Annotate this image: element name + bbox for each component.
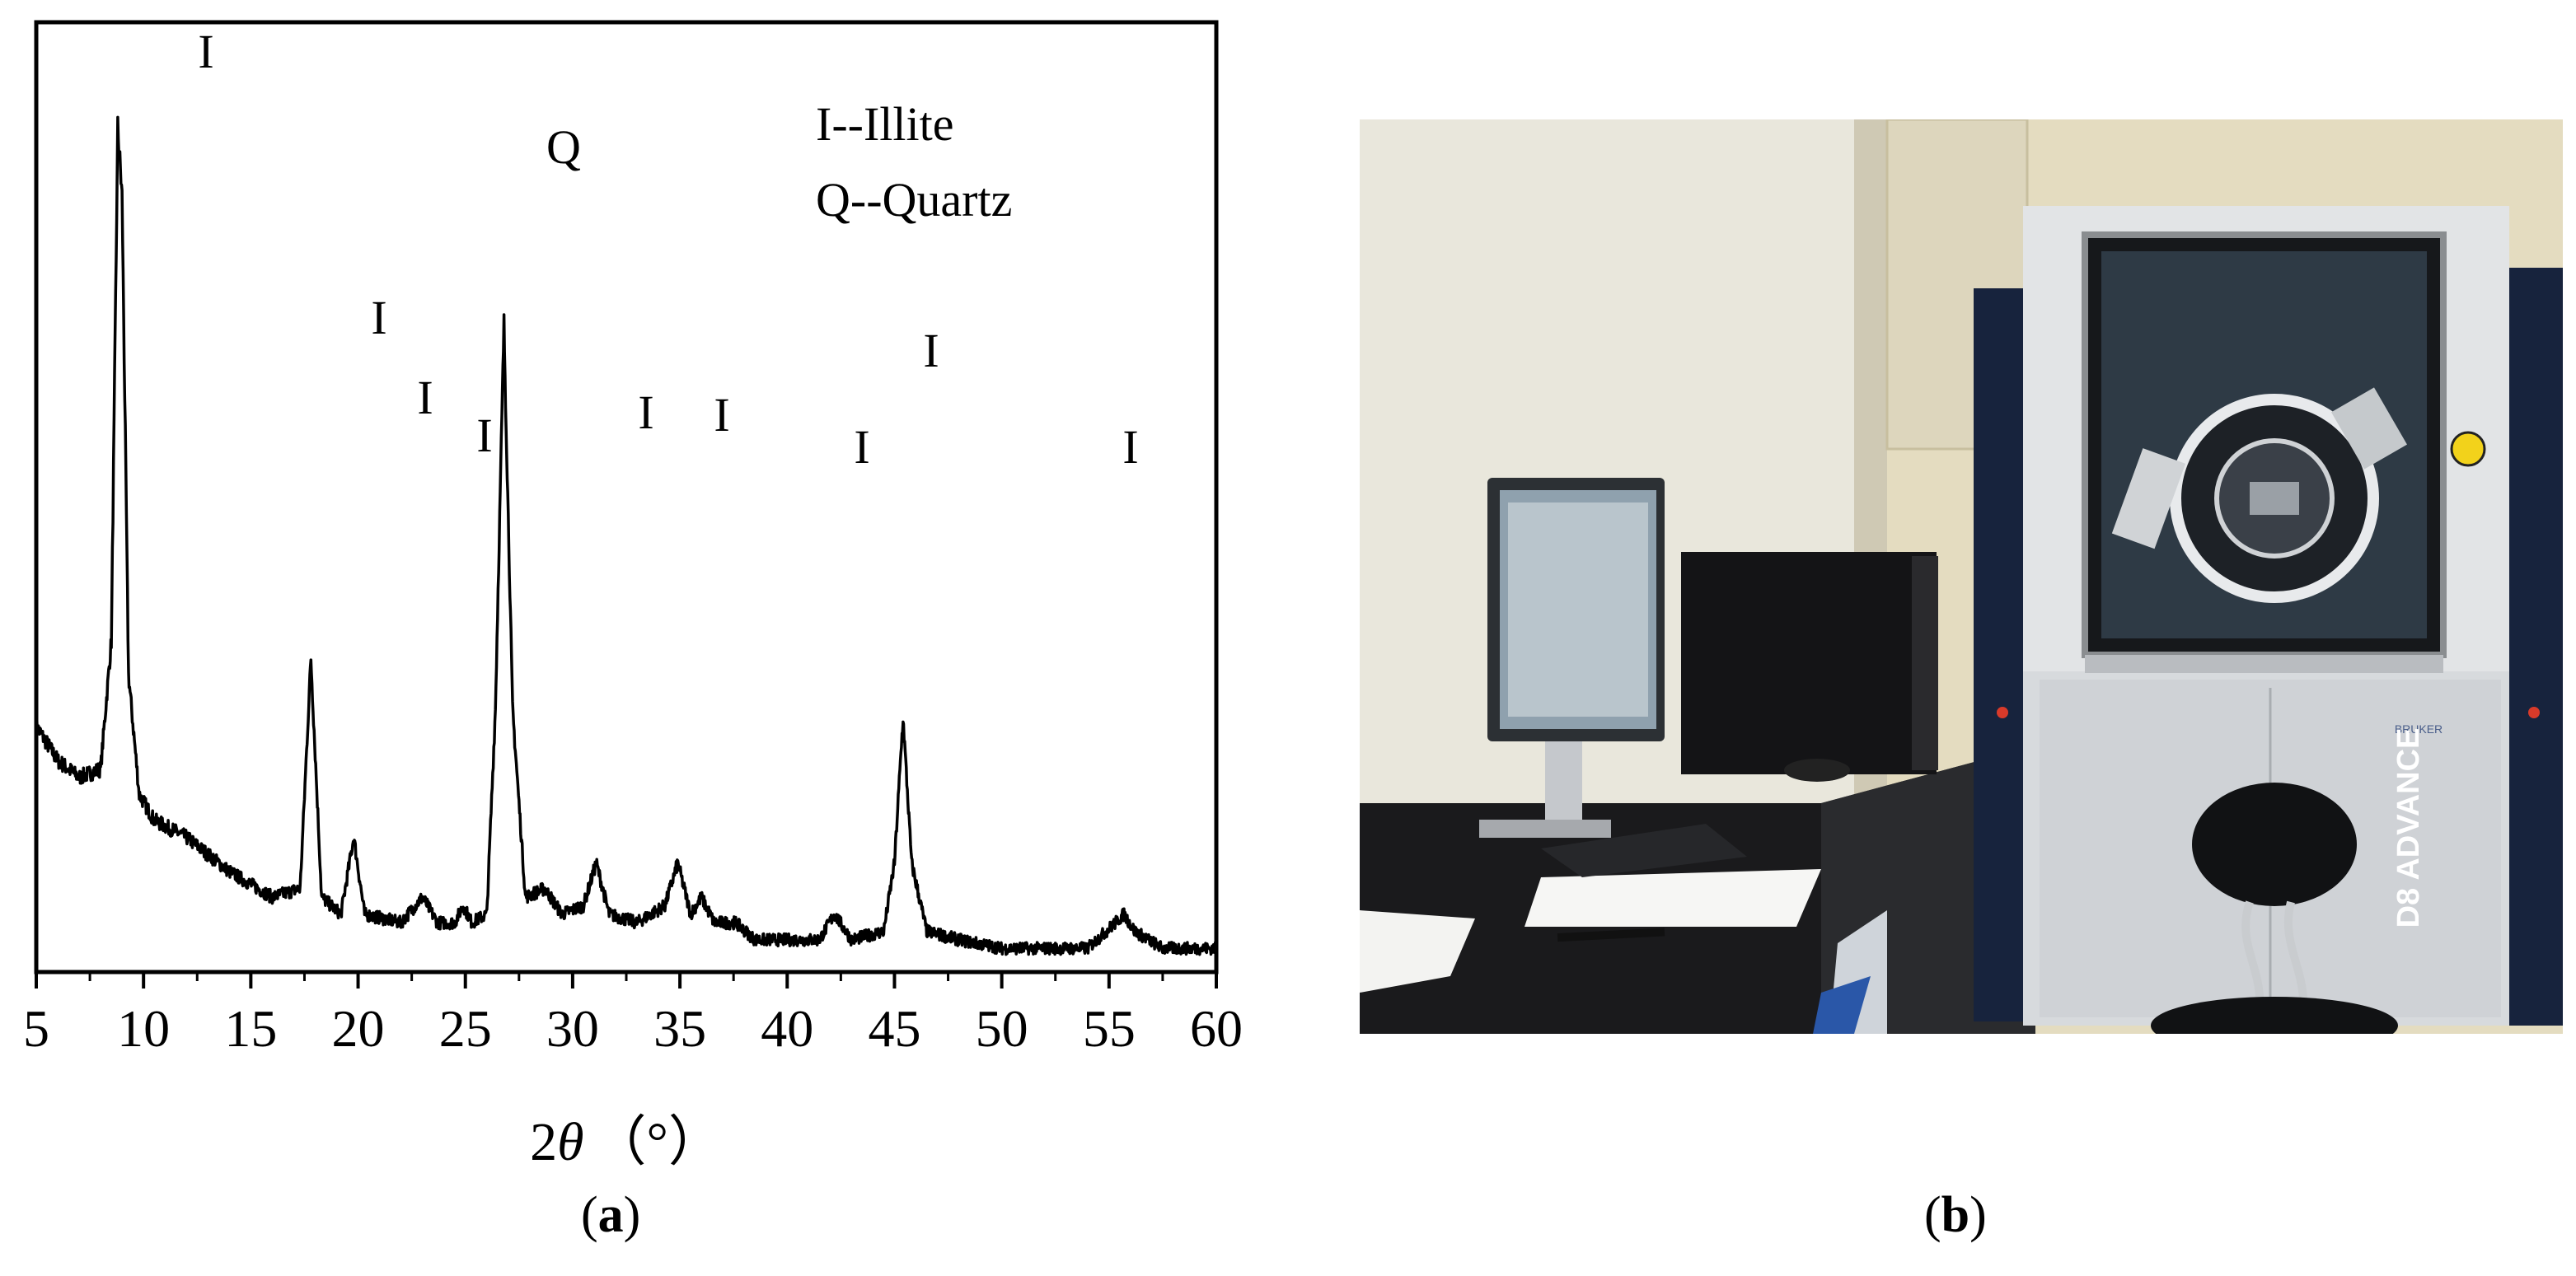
chair-back	[2192, 783, 2357, 906]
diffractometer-photo: BRUKER D8 ADVANCE	[1360, 119, 2563, 1034]
xrd-pattern-line	[35, 115, 1218, 956]
pc-front	[1912, 556, 1938, 770]
cabinet-left-pillar	[1974, 288, 2031, 1021]
x-tick-label: 5	[23, 999, 49, 1058]
x-axis-ticks	[35, 972, 1218, 989]
peak-label-illite: I	[417, 371, 433, 424]
peak-label-illite: I	[476, 409, 492, 462]
x-axis-label-prefix: 2	[530, 1112, 557, 1170]
peak-label-illite: I	[638, 386, 653, 439]
cabinet-right-pillar	[2505, 268, 2563, 1026]
monitor-window	[1508, 502, 1648, 717]
x-tick-label: 55	[1083, 999, 1136, 1058]
plot-frame	[34, 20, 1219, 975]
peak-label-illite: I	[854, 420, 869, 474]
monitor-stand	[1545, 741, 1582, 820]
peak-label-illite: I	[1122, 420, 1138, 474]
x-tick-label: 25	[439, 999, 492, 1058]
peak-label-illite: I	[371, 291, 386, 344]
pen	[1557, 928, 1665, 942]
cabinet-shelf	[2085, 655, 2443, 673]
x-axis-label: 2θ （°）	[530, 1112, 723, 1170]
pc-tower	[1681, 552, 1937, 774]
radiation-icon	[2450, 431, 2486, 467]
x-tick-label: 50	[976, 999, 1028, 1058]
peak-label-illite: I	[923, 324, 939, 377]
instrument-label: D8 ADVANCE	[2391, 728, 2426, 928]
x-tick-label: 15	[224, 999, 277, 1058]
x-tick-label: 45	[868, 999, 920, 1058]
x-tick-label: 40	[761, 999, 813, 1058]
x-tick-label: 30	[546, 999, 599, 1058]
status-led-icon	[1997, 707, 2008, 718]
detector	[2331, 387, 2407, 470]
x-tick-label: 35	[653, 999, 706, 1058]
legend-illite: I--Illite	[816, 97, 953, 151]
x-axis-label-theta: θ	[557, 1112, 583, 1170]
paper-left	[1360, 910, 1475, 993]
caption-a: (a)	[581, 1187, 641, 1243]
xray-tube	[2111, 448, 2186, 549]
status-led-right-icon	[2528, 707, 2540, 718]
caption-a-letter: a	[597, 1187, 624, 1243]
caption-b: (b)	[1924, 1187, 1987, 1243]
sample-stage	[2250, 482, 2299, 515]
x-axis-tick-labels: 5 10 15 20 25 30 35 40 45 50 55 60	[23, 999, 1243, 1058]
legend-quartz: Q--Quartz	[816, 173, 1012, 227]
caption-b-letter: b	[1941, 1187, 1970, 1243]
monitor-base	[1479, 820, 1611, 838]
x-axis-label-unit: （°）	[592, 1112, 723, 1170]
legend: I--Illite Q--Quartz	[816, 97, 1012, 227]
x-tick-label: 60	[1190, 999, 1243, 1058]
peak-label-quartz: Q	[546, 120, 581, 174]
cabinet-blue	[1813, 976, 1871, 1034]
paper-right	[1525, 869, 1821, 927]
peak-label-illite: I	[714, 388, 729, 442]
peak-label-illite: I	[198, 25, 213, 78]
keyboard	[1541, 824, 1747, 877]
mouse	[1784, 759, 1850, 782]
x-tick-label: 20	[332, 999, 385, 1058]
chair-seat	[2151, 997, 2398, 1034]
brand-label: BRUKER	[2395, 722, 2443, 736]
x-tick-label: 10	[117, 999, 170, 1058]
